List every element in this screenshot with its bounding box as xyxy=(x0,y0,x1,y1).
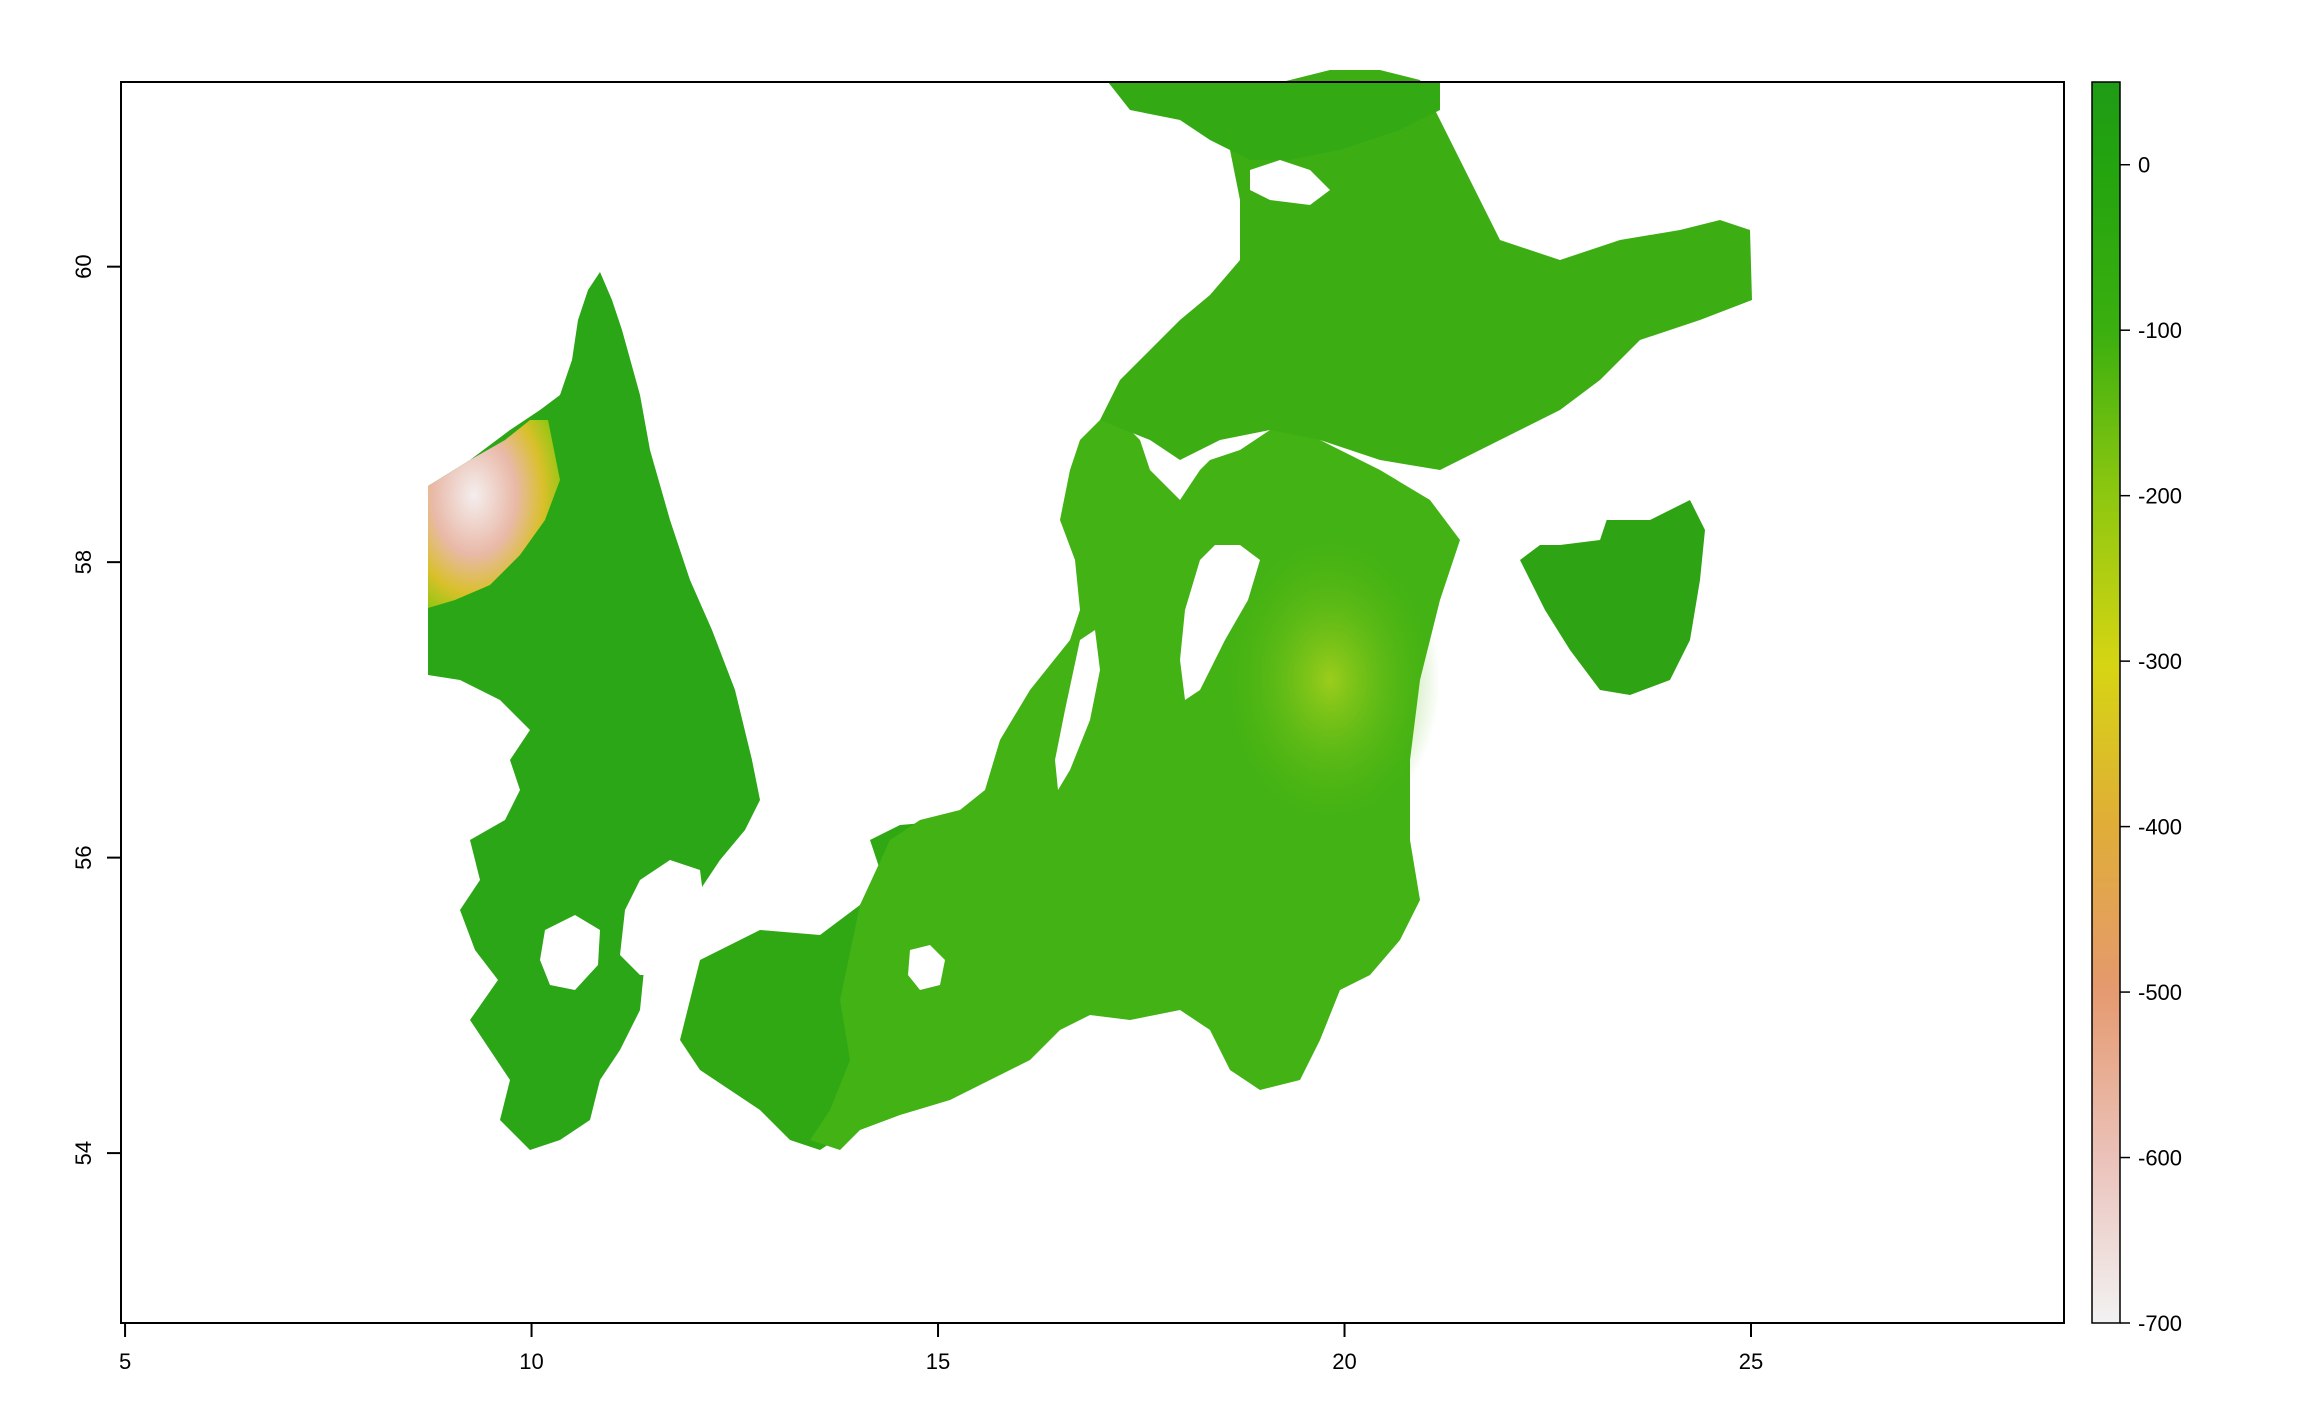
zealand-island xyxy=(620,860,705,975)
colorbar-tick-label: -300 xyxy=(2138,649,2182,674)
x-axis: 5 10 15 20 25 xyxy=(119,1322,1763,1374)
x-tick-label: 15 xyxy=(926,1349,950,1374)
colorbar-tick-label: -200 xyxy=(2138,484,2182,509)
y-tick-label: 56 xyxy=(71,845,96,869)
colorbar-tick-label: -500 xyxy=(2138,980,2182,1005)
colorbar-gradient xyxy=(2091,81,2121,1324)
y-tick-label: 54 xyxy=(71,1141,96,1165)
x-tick-label: 10 xyxy=(519,1349,543,1374)
colorbar-tick-label: -700 xyxy=(2138,1311,2182,1336)
bathymetry-raster xyxy=(428,70,1752,1150)
gotland-island xyxy=(1180,545,1260,700)
colorbar-ticks: 0 -100 -200 -300 -400 -500 -600 -700 xyxy=(2120,153,2182,1336)
bornholm-island xyxy=(908,945,945,990)
y-tick-label: 60 xyxy=(71,254,96,278)
x-tick-label: 25 xyxy=(1739,1349,1763,1374)
norwegian-trench xyxy=(428,420,560,608)
aland-islands xyxy=(1250,160,1330,205)
gulf-of-riga xyxy=(1520,500,1705,695)
colorbar-tick-label: 0 xyxy=(2138,153,2150,178)
colorbar-tick-label: -600 xyxy=(2138,1146,2182,1171)
funen-island xyxy=(540,915,600,990)
y-axis: 54 56 58 60 xyxy=(71,254,122,1165)
colorbar-tick-label: -100 xyxy=(2138,318,2182,343)
x-tick-label: 5 xyxy=(119,1349,131,1374)
x-tick-label: 20 xyxy=(1332,1349,1356,1374)
colorbar-tick-label: -400 xyxy=(2138,815,2182,840)
oland-island xyxy=(1055,630,1100,790)
saaremaa-island xyxy=(1505,500,1610,545)
colorbar-legend: 0 -100 -200 -300 -400 -500 -600 -700 xyxy=(2091,81,2182,1336)
gotland-deep xyxy=(1220,530,1440,830)
y-tick-label: 58 xyxy=(71,550,96,574)
bothnian-sea xyxy=(1108,82,1440,160)
